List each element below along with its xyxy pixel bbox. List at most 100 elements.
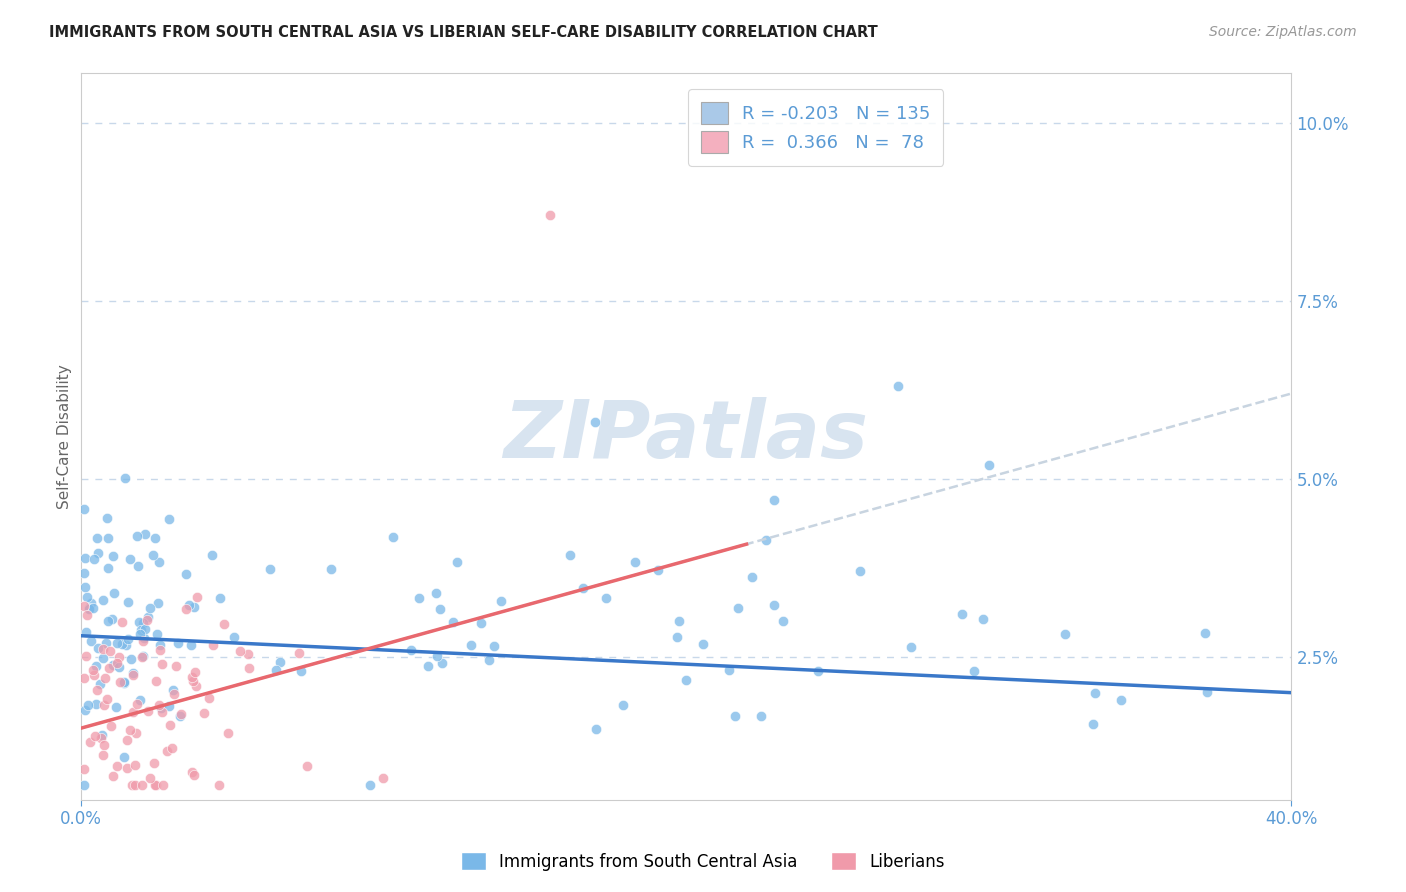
Point (170, 706, 193, 721)
Point (93, 738, 115, 752)
Point (103, 549, 125, 563)
Legend: Immigrants from South Central Asia, Liberians: Immigrants from South Central Asia, Libe… (453, 844, 953, 880)
Point (108, 660, 131, 674)
Point (478, 653, 501, 667)
Point (89, 677, 111, 691)
Point (127, 529, 149, 543)
Point (174, 602, 197, 616)
Point (97, 614, 120, 628)
Point (145, 673, 167, 688)
Point (72, 501, 94, 516)
Point (156, 744, 179, 758)
Point (149, 638, 172, 652)
Point (127, 559, 149, 574)
Point (399, 643, 422, 657)
Point (217, 726, 239, 740)
Point (101, 657, 124, 672)
Point (741, 570, 763, 584)
Point (112, 750, 135, 764)
Point (489, 594, 512, 608)
Point (86, 659, 108, 673)
Point (1195, 684, 1218, 698)
Point (105, 636, 128, 650)
Point (101, 769, 124, 783)
Point (167, 636, 190, 650)
Point (129, 627, 152, 641)
Point (73, 703, 96, 717)
Point (675, 673, 697, 687)
Point (290, 664, 312, 678)
Point (135, 613, 157, 627)
Point (572, 581, 595, 595)
Point (624, 555, 647, 569)
Point (163, 687, 186, 701)
Point (214, 617, 236, 632)
Point (139, 601, 162, 615)
Point (129, 693, 152, 707)
Point (121, 668, 143, 682)
Point (93, 671, 115, 685)
Point (115, 733, 138, 747)
Point (90, 728, 112, 742)
Point (114, 471, 136, 485)
Point (482, 639, 505, 653)
Point (115, 638, 138, 652)
Point (441, 615, 464, 629)
Point (73, 580, 96, 594)
Point (82, 663, 104, 677)
Point (595, 591, 617, 605)
Point (763, 493, 786, 508)
Point (79, 596, 101, 610)
Point (159, 718, 181, 732)
Point (87, 546, 110, 560)
Point (73, 551, 96, 566)
Point (755, 533, 778, 547)
Point (259, 562, 281, 576)
Point (208, 591, 231, 605)
Point (162, 740, 184, 755)
Point (186, 590, 208, 604)
Point (538, 209, 561, 223)
Point (148, 555, 170, 569)
Point (963, 664, 986, 678)
Point (143, 778, 166, 792)
Point (121, 778, 143, 792)
Point (86, 532, 108, 546)
Point (183, 768, 205, 782)
Point (1109, 692, 1132, 706)
Point (142, 548, 165, 562)
Point (470, 615, 492, 630)
Point (72, 566, 94, 580)
Point (114, 675, 136, 690)
Point (145, 627, 167, 641)
Point (1194, 625, 1216, 640)
Point (238, 661, 260, 675)
Text: Source: ZipAtlas.com: Source: ZipAtlas.com (1209, 25, 1357, 39)
Point (100, 719, 122, 733)
Point (117, 632, 139, 646)
Point (180, 638, 202, 652)
Point (107, 650, 129, 665)
Point (849, 564, 872, 578)
Point (647, 563, 669, 577)
Point (91, 650, 114, 665)
Point (97, 661, 120, 675)
Point (179, 599, 201, 613)
Point (1054, 627, 1077, 641)
Point (558, 549, 581, 563)
Text: IMMIGRANTS FROM SOUTH CENTRAL ASIA VS LIBERIAN SELF-CARE DISABILITY CORRELATION : IMMIGRANTS FROM SOUTH CENTRAL ASIA VS LI… (49, 25, 877, 40)
Point (122, 666, 145, 681)
Point (136, 609, 159, 624)
Point (612, 698, 634, 713)
Point (131, 649, 153, 664)
Point (103, 585, 125, 599)
Point (132, 615, 155, 630)
Point (122, 706, 145, 720)
Point (166, 659, 188, 673)
Point (101, 612, 124, 626)
Point (266, 663, 288, 677)
Point (149, 701, 172, 715)
Point (93, 698, 115, 713)
Point (105, 656, 128, 670)
Point (724, 709, 747, 723)
